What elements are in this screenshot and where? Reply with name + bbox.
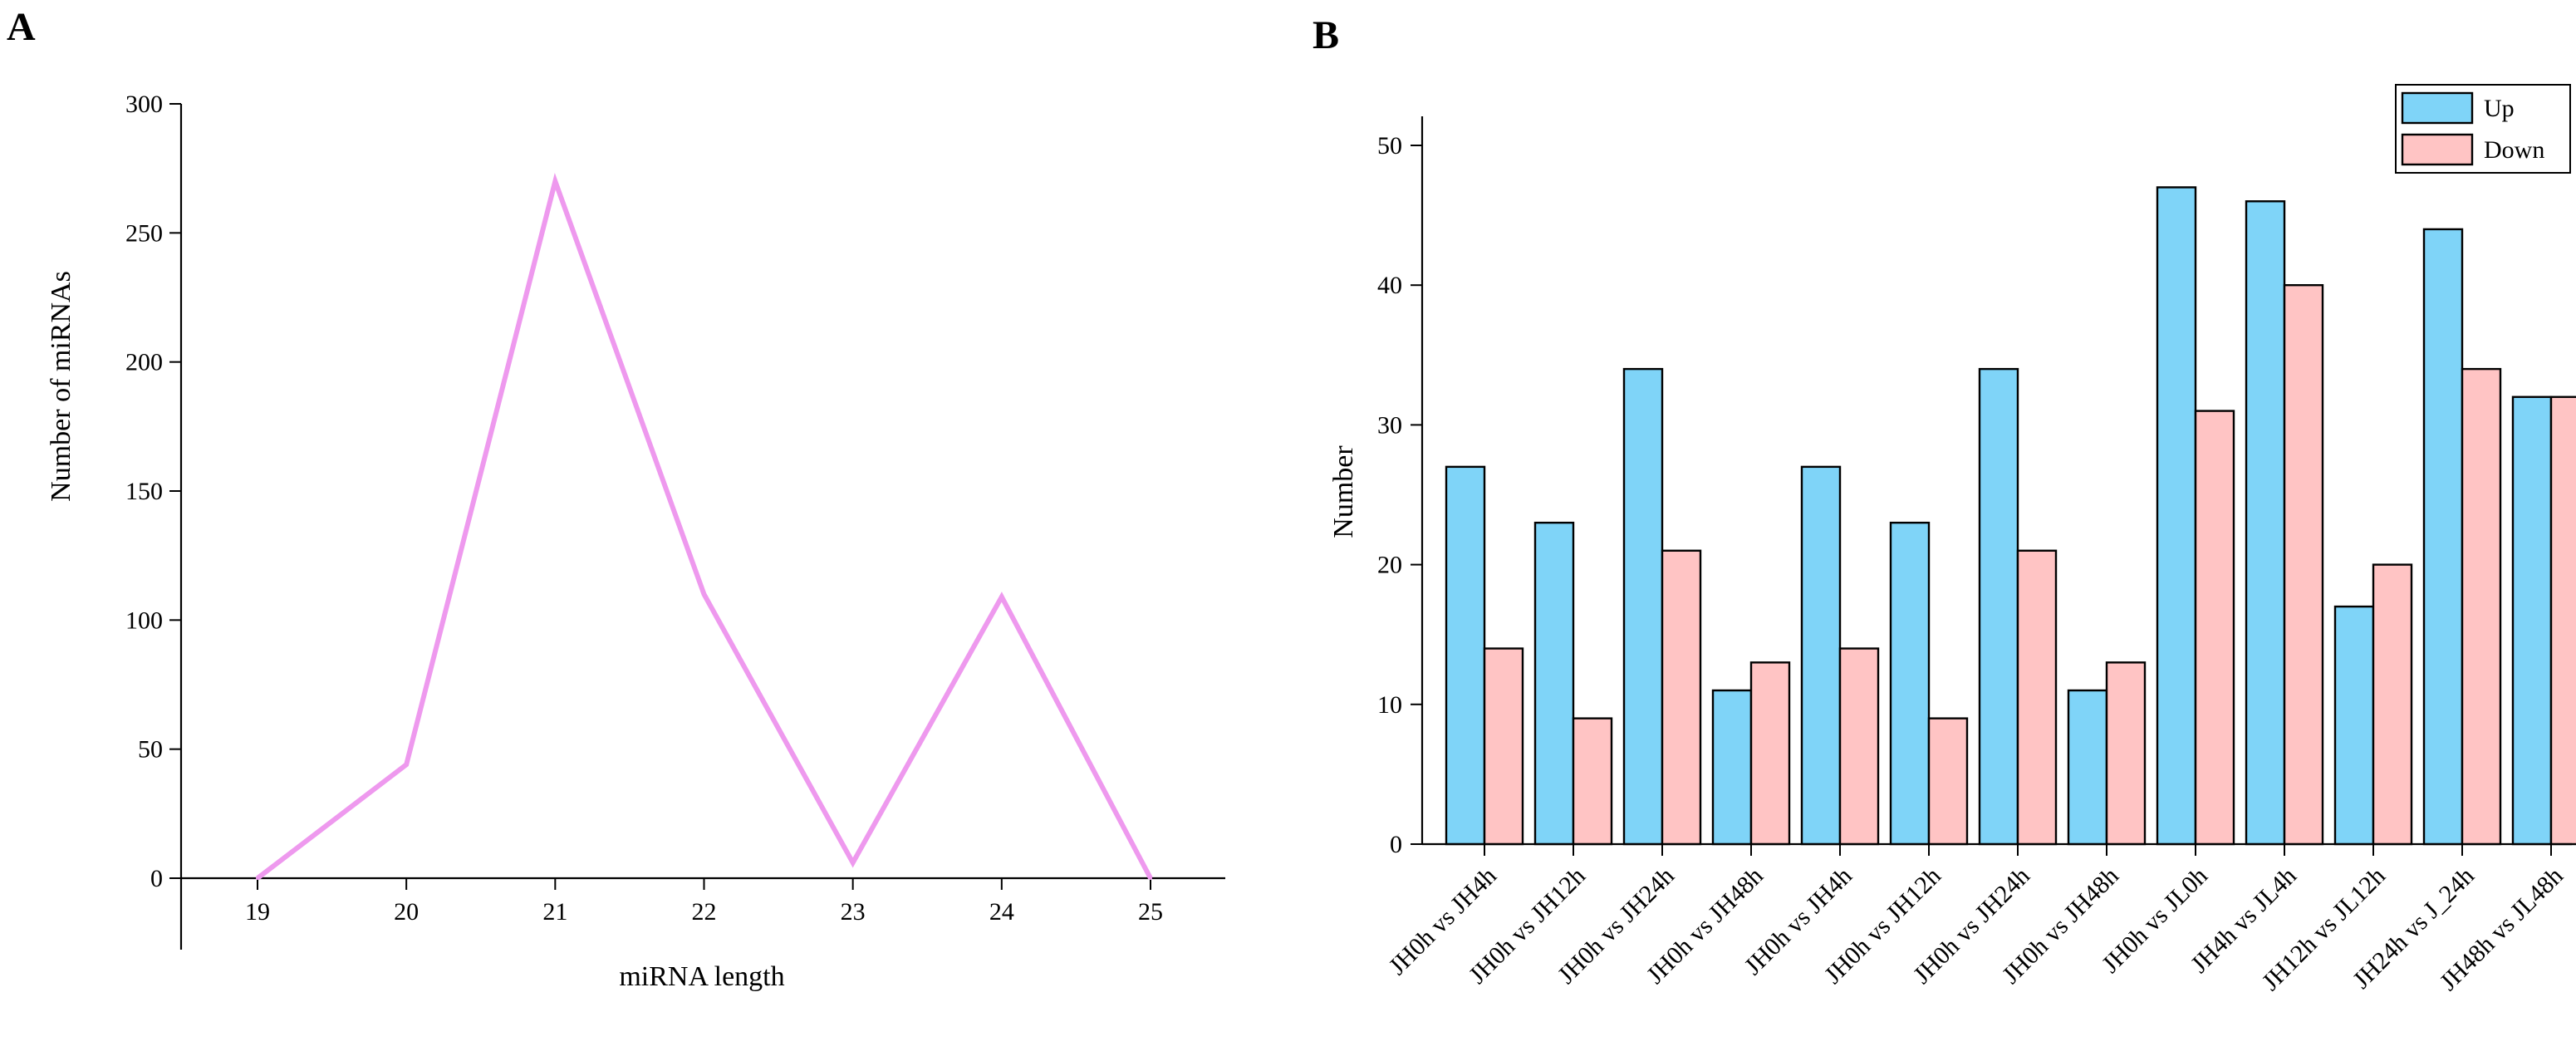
bar-up-12 xyxy=(2422,228,2464,846)
bar-up-4 xyxy=(1711,689,1753,846)
panel-b-axes xyxy=(1420,116,2572,846)
panel-a-x-tick-label: 24 xyxy=(989,898,1014,926)
bar-up-9 xyxy=(2156,186,2197,846)
panel-a-y-tick-label: 100 xyxy=(125,607,163,634)
panel-a-y-tick-label: 200 xyxy=(125,349,163,376)
panel-a-y-tick-label: 250 xyxy=(125,219,163,247)
panel-a-data-point xyxy=(256,877,259,880)
panel-b-y-ticks: 0 10 20 30 40 50 xyxy=(1377,132,1422,858)
bar-up-13 xyxy=(2511,395,2553,846)
bar-down-11 xyxy=(2372,563,2413,846)
bar-down-13 xyxy=(2549,395,2576,846)
bar-down-6 xyxy=(1927,717,1969,846)
panel-a-x-tick-label: 20 xyxy=(394,898,419,926)
panel-b-y-axis-title: Number xyxy=(1328,445,1359,538)
panel-b-y-tick-label: 0 xyxy=(1390,831,1402,858)
bar-up-11 xyxy=(2333,605,2375,846)
legend-swatch-up xyxy=(2401,91,2474,125)
panel-a-axes xyxy=(179,104,1225,950)
bar-up-5 xyxy=(1800,465,1842,846)
panel-b-y-tick-label: 40 xyxy=(1377,272,1402,299)
panel-a-y-tick-label: 0 xyxy=(150,865,163,892)
panel-a: A 0 50 100 150 200 250 300 19 20 21 22 23 24 25 miRN… xyxy=(7,5,1225,992)
panel-a-x-tick-label: 22 xyxy=(692,898,717,926)
panel-b-y-tick-label: 30 xyxy=(1377,411,1402,439)
bar-down-1 xyxy=(1483,647,1524,846)
panel-a-y-ticks: 0 50 100 150 200 250 300 xyxy=(125,91,181,892)
panel-a-data-point xyxy=(1149,877,1152,880)
bar-up-3 xyxy=(1622,367,1664,846)
panel-a-data-point xyxy=(702,592,706,597)
panel-a-x-tick-label: 25 xyxy=(1138,898,1163,926)
panel-a-x-axis-title: miRNA length xyxy=(619,961,784,992)
bar-up-1 xyxy=(1445,465,1486,846)
panel-a-label: A xyxy=(7,5,36,49)
panel-a-data-point xyxy=(999,595,1003,599)
panel-b-label: B xyxy=(1313,13,1339,57)
bar-down-8 xyxy=(2105,661,2147,846)
bar-up-10 xyxy=(2245,200,2286,846)
panel-a-x-tick-label: 19 xyxy=(245,898,270,926)
legend-swatch-down xyxy=(2401,133,2474,166)
bar-down-4 xyxy=(1749,661,1791,846)
bar-up-6 xyxy=(1889,521,1931,846)
bar-down-9 xyxy=(2194,410,2235,846)
bar-down-12 xyxy=(2461,367,2502,846)
panel-a-data-point xyxy=(851,861,855,865)
panel-a-y-tick-label: 150 xyxy=(125,478,163,505)
panel-b-y-tick-label: 20 xyxy=(1377,552,1402,579)
panel-a-series-line xyxy=(256,172,1153,881)
panel-a-x-tick-label: 21 xyxy=(542,898,567,926)
legend-label-up: Up xyxy=(2484,95,2515,122)
legend-label-down: Down xyxy=(2484,136,2544,164)
panel-b-y-tick-label: 10 xyxy=(1377,691,1402,719)
panel-b-y-tick-label: 50 xyxy=(1377,132,1402,160)
panel-a-x-tick-label: 23 xyxy=(841,898,866,926)
panel-b-bars xyxy=(1445,186,2576,846)
bar-down-2 xyxy=(1572,717,1613,846)
bar-down-3 xyxy=(1661,549,1702,846)
bar-up-8 xyxy=(2067,689,2108,846)
bar-down-5 xyxy=(1838,647,1880,846)
panel-a-y-tick-label: 50 xyxy=(138,736,163,764)
panel-a-data-point xyxy=(405,763,409,767)
panel-a-x-ticks: 19 20 21 22 23 24 25 xyxy=(245,878,1163,926)
panel-a-y-axis-title: Number of miRNAs xyxy=(46,271,76,502)
bar-down-10 xyxy=(2283,284,2324,846)
panel-b-legend: Up Down xyxy=(2395,84,2571,174)
panel-a-data-point xyxy=(553,179,557,184)
bar-down-7 xyxy=(2016,549,2058,846)
panel-a-series xyxy=(256,172,1153,881)
bar-up-2 xyxy=(1533,521,1575,846)
panel-a-y-tick-label: 300 xyxy=(125,91,163,118)
bar-up-7 xyxy=(1978,367,2019,846)
